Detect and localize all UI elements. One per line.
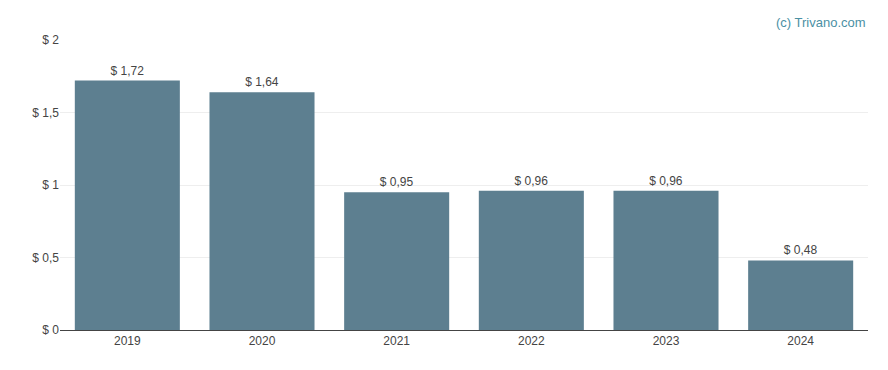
svg-text:$ 1,5: $ 1,5: [32, 106, 59, 120]
svg-text:$ 2: $ 2: [42, 33, 59, 47]
svg-text:2019: 2019: [114, 334, 141, 348]
svg-text:$ 1,72: $ 1,72: [110, 64, 144, 78]
svg-text:2023: 2023: [653, 334, 680, 348]
svg-text:$ 1: $ 1: [42, 178, 59, 192]
svg-text:(c) Trivano.com: (c) Trivano.com: [776, 15, 866, 30]
svg-text:2020: 2020: [249, 334, 276, 348]
svg-text:2022: 2022: [518, 334, 545, 348]
svg-text:$ 0,96: $ 0,96: [514, 174, 548, 188]
svg-text:2021: 2021: [383, 334, 410, 348]
svg-text:$ 0,95: $ 0,95: [380, 175, 414, 189]
svg-text:$ 0,5: $ 0,5: [32, 251, 59, 265]
svg-text:$ 0,48: $ 0,48: [784, 243, 818, 257]
svg-text:$ 0,96: $ 0,96: [649, 174, 683, 188]
svg-text:2024: 2024: [787, 334, 814, 348]
svg-text:$ 1,64: $ 1,64: [245, 75, 279, 89]
svg-text:$ 0: $ 0: [42, 323, 59, 337]
